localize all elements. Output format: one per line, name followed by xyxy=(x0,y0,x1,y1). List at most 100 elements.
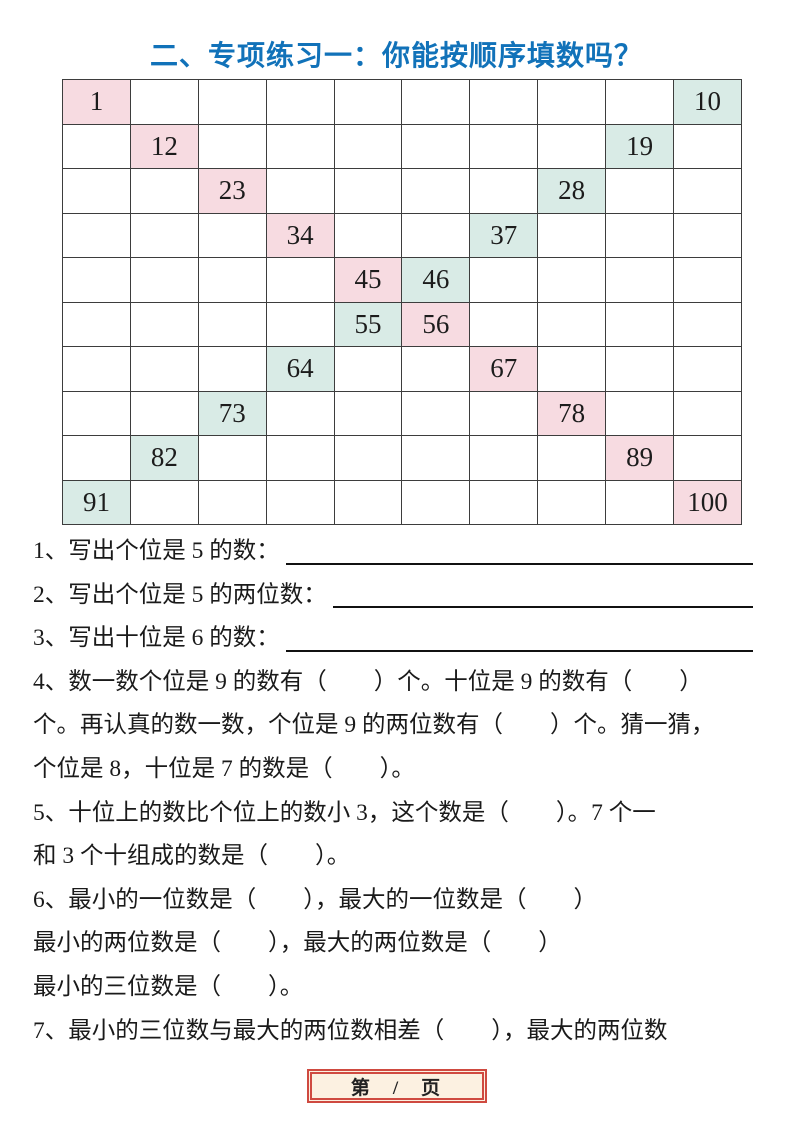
grid-cell-empty xyxy=(197,212,267,258)
grid-cell-empty xyxy=(265,123,335,169)
grid-cell-empty xyxy=(62,390,131,436)
grid-cell-empty xyxy=(605,168,675,214)
grid-cell-empty xyxy=(401,479,471,525)
grid-cell-filled: 10 xyxy=(673,79,742,125)
grid-cell-filled: 19 xyxy=(605,123,675,169)
question-line: 和 3 个十组成的数是（ ）。 xyxy=(33,836,753,880)
grid-row: 82 89 xyxy=(62,435,742,481)
grid-cell-empty xyxy=(62,212,131,258)
question-line: 个位是 8，十位是 7 的数是（ ）。 xyxy=(33,749,753,793)
grid-cell-empty xyxy=(62,435,131,481)
grid-cell-empty xyxy=(265,435,335,481)
question-text: 个。再认真的数一数，个位是 9 的两位数有（ ）个。猜一猜， xyxy=(33,712,715,739)
grid-cell-filled: 12 xyxy=(129,123,199,169)
grid-cell-empty xyxy=(265,257,335,303)
grid-cell-empty xyxy=(333,168,403,214)
grid-cell-empty xyxy=(605,212,675,258)
grid-cell-empty xyxy=(129,301,199,347)
grid-cell-empty xyxy=(197,257,267,303)
grid-cell-empty xyxy=(333,79,403,125)
grid-cell-filled: 1 xyxy=(62,79,131,125)
grid-cell-filled: 37 xyxy=(469,212,539,258)
grid-cell-empty xyxy=(537,301,607,347)
question-text: 3、写出十位是 6 的数： xyxy=(33,625,280,652)
grid-cell-empty xyxy=(537,79,607,125)
hundred-number-grid: 1 10 12 19 23 28 34 37 45 46 55 56 64 67 73 78 82 89 91 100 xyxy=(62,79,742,525)
grid-cell-empty xyxy=(129,346,199,392)
grid-cell-empty xyxy=(129,479,199,525)
grid-cell-empty xyxy=(673,390,742,436)
grid-cell-empty xyxy=(401,123,471,169)
grid-cell-empty xyxy=(401,168,471,214)
grid-cell-empty xyxy=(333,390,403,436)
grid-cell-empty xyxy=(265,79,335,125)
grid-row: 1 10 xyxy=(62,79,742,125)
grid-cell-empty xyxy=(401,390,471,436)
grid-cell-empty xyxy=(537,123,607,169)
page-number-box: 第 / 页 xyxy=(306,1069,487,1103)
grid-cell-empty xyxy=(673,435,742,481)
grid-cell-empty xyxy=(469,257,539,303)
question-text: 个位是 8，十位是 7 的数是（ ）。 xyxy=(33,755,415,782)
grid-cell-empty xyxy=(673,301,742,347)
grid-cell-empty xyxy=(197,479,267,525)
grid-row: 91 100 xyxy=(62,479,742,525)
question-text: 7、最小的三位数与最大的两位数相差（ ），最大的两位数 xyxy=(33,1017,668,1044)
question-line: 7、最小的三位数与最大的两位数相差（ ），最大的两位数 xyxy=(33,1011,753,1055)
question-text: 6、最小的一位数是（ ），最大的一位数是（ ） xyxy=(33,886,597,913)
grid-cell-filled: 28 xyxy=(537,168,607,214)
grid-cell-empty xyxy=(333,346,403,392)
question-text: 最小的三位数是（ ）。 xyxy=(33,973,304,1000)
grid-cell-empty xyxy=(197,79,267,125)
grid-cell-empty xyxy=(197,123,267,169)
grid-cell-filled: 82 xyxy=(129,435,199,481)
question-line: 1、写出个位是 5 的数： xyxy=(33,531,753,575)
grid-cell-empty xyxy=(62,168,131,214)
grid-cell-empty xyxy=(197,435,267,481)
grid-cell-empty xyxy=(265,301,335,347)
grid-cell-empty xyxy=(605,479,675,525)
grid-cell-empty xyxy=(401,212,471,258)
question-line: 5、十位上的数比个位上的数小 3，这个数是（ ）。7 个一 xyxy=(33,793,753,837)
grid-row: 45 46 xyxy=(62,257,742,303)
grid-cell-empty xyxy=(469,123,539,169)
grid-cell-empty xyxy=(469,479,539,525)
grid-cell-empty xyxy=(265,479,335,525)
grid-cell-filled: 55 xyxy=(333,301,403,347)
grid-cell-empty xyxy=(129,390,199,436)
grid-cell-filled: 56 xyxy=(401,301,471,347)
grid-cell-empty xyxy=(469,301,539,347)
grid-row: 23 28 xyxy=(62,168,742,214)
grid-cell-filled: 73 xyxy=(197,390,267,436)
grid-cell-empty xyxy=(537,257,607,303)
grid-cell-empty xyxy=(129,257,199,303)
answer-blank-line xyxy=(332,575,753,609)
grid-cell-empty xyxy=(469,79,539,125)
grid-cell-empty xyxy=(62,257,131,303)
grid-cell-filled: 46 xyxy=(401,257,471,303)
grid-cell-empty xyxy=(469,435,539,481)
grid-cell-empty xyxy=(401,435,471,481)
grid-cell-filled: 23 xyxy=(197,168,267,214)
grid-cell-empty xyxy=(673,168,742,214)
grid-cell-empty xyxy=(673,212,742,258)
grid-cell-empty xyxy=(129,212,199,258)
grid-cell-empty xyxy=(673,257,742,303)
grid-cell-empty xyxy=(62,123,131,169)
grid-row: 64 67 xyxy=(62,346,742,392)
grid-cell-filled: 34 xyxy=(265,212,335,258)
grid-cell-empty xyxy=(62,346,131,392)
grid-cell-empty xyxy=(469,390,539,436)
grid-cell-filled: 64 xyxy=(265,346,335,392)
question-line: 6、最小的一位数是（ ），最大的一位数是（ ） xyxy=(33,880,753,924)
grid-cell-empty xyxy=(537,212,607,258)
grid-cell-empty xyxy=(537,435,607,481)
question-text: 2、写出个位是 5 的两位数： xyxy=(33,581,327,608)
grid-cell-filled: 45 xyxy=(333,257,403,303)
question-line: 个。再认真的数一数，个位是 9 的两位数有（ ）个。猜一猜， xyxy=(33,705,753,749)
page-title: 二、专项练习一：你能按顺序填数吗？ xyxy=(149,40,643,71)
grid-cell-empty xyxy=(605,301,675,347)
grid-cell-empty xyxy=(673,346,742,392)
grid-cell-empty xyxy=(401,346,471,392)
